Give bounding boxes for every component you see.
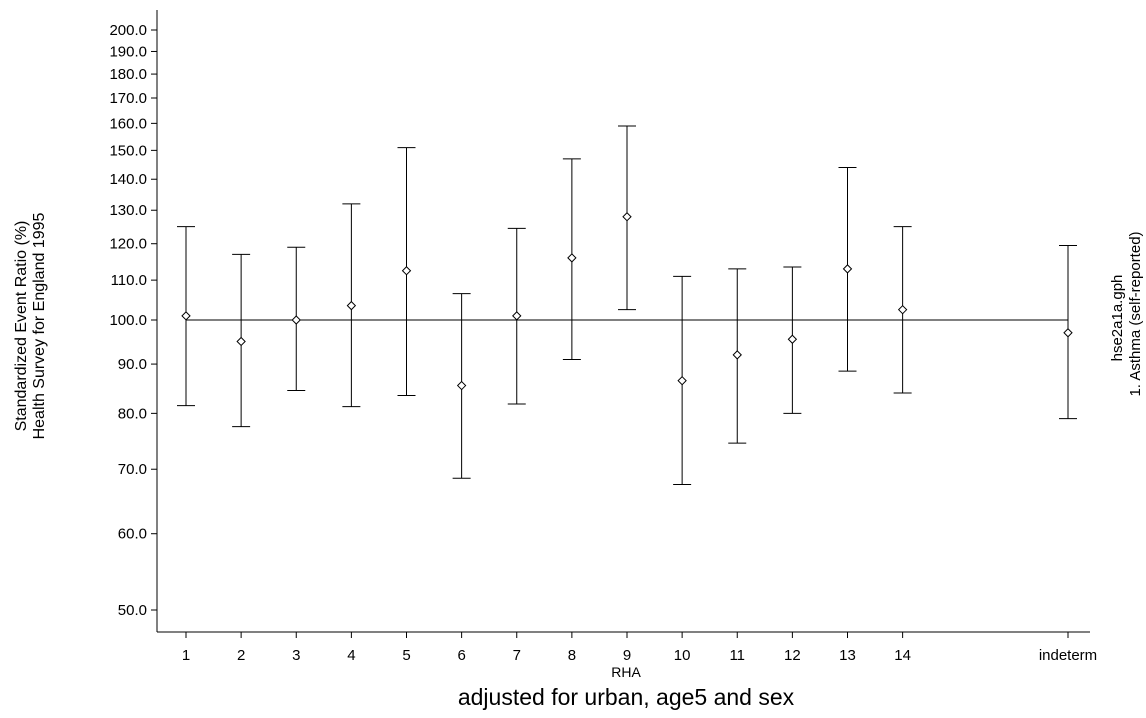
y-tick-label: 140.0: [109, 171, 147, 188]
side-note-file: hse2a1a.gph: [1109, 275, 1126, 362]
y-tick-label: 200.0: [109, 22, 147, 39]
data-point-marker: [842, 264, 853, 274]
data-point-marker: [401, 266, 412, 276]
data-point-marker: [567, 253, 577, 263]
y-tick-label: 130.0: [109, 202, 147, 219]
x-tick-label: 6: [457, 647, 465, 664]
x-tick-label: 2: [237, 647, 245, 664]
y-tick-label: 170.0: [109, 90, 147, 107]
y-tick-label: 70.0: [118, 461, 147, 478]
x-tick-label: 5: [402, 647, 410, 664]
side-note-description: 1. Asthma (self-reported): [1127, 231, 1144, 396]
data-point-marker: [787, 334, 798, 344]
x-tick-label: indeterm: [1039, 647, 1097, 664]
y-tick-label: 180.0: [109, 66, 147, 83]
data-point-marker: [291, 315, 301, 325]
y-tick-label: 80.0: [118, 405, 147, 422]
y-tick-label: 110.0: [111, 272, 147, 289]
y-tick-label: 90.0: [118, 356, 147, 373]
plot-area: 50.0 60.0 70.0 80.0 90.0 100.0 110.0 120.0 130.0…: [109, 10, 1097, 664]
x-tick-label: 11: [729, 647, 745, 664]
chart-subtitle: adjusted for urban, age5 and sex: [458, 684, 795, 710]
data-point-marker: [897, 304, 908, 315]
x-axis-title: RHA: [611, 664, 641, 680]
y-tick-label: 190.0: [109, 43, 147, 60]
data-point-marker: [512, 311, 522, 321]
y-tick-label: 60.0: [118, 526, 147, 543]
data-point-marker: [677, 375, 687, 386]
x-tick-label: 10: [674, 647, 691, 664]
data-point-marker: [732, 350, 742, 360]
data-point-marker: [236, 336, 246, 347]
y-axis-title-line2: Health Survey for England 1995: [31, 212, 48, 439]
x-tick-label: 14: [894, 647, 911, 664]
x-tick-label: 8: [568, 647, 576, 664]
x-tick-label: 4: [347, 647, 355, 664]
data-point-marker: [622, 212, 632, 222]
x-tick-label: 3: [292, 647, 300, 664]
x-tick-label: 13: [839, 647, 856, 664]
data-point-marker: [346, 300, 357, 311]
y-axis-title-line1: Standardized Event Ratio (%): [13, 221, 30, 432]
x-tick-label: 7: [513, 647, 521, 664]
x-tick-label: 9: [623, 647, 631, 664]
data-point-marker: [1063, 328, 1073, 338]
data-point-marker: [456, 380, 467, 391]
y-tick-label: 50.0: [118, 602, 147, 619]
y-tick-label: 120.0: [109, 236, 147, 253]
x-tick-label: 1: [182, 647, 190, 664]
data-point-marker: [181, 311, 191, 321]
y-tick-label: 160.0: [109, 115, 147, 132]
y-tick-label: 150.0: [109, 142, 147, 159]
y-tick-label: 100.0: [109, 312, 147, 329]
x-tick-label: 12: [784, 647, 801, 664]
